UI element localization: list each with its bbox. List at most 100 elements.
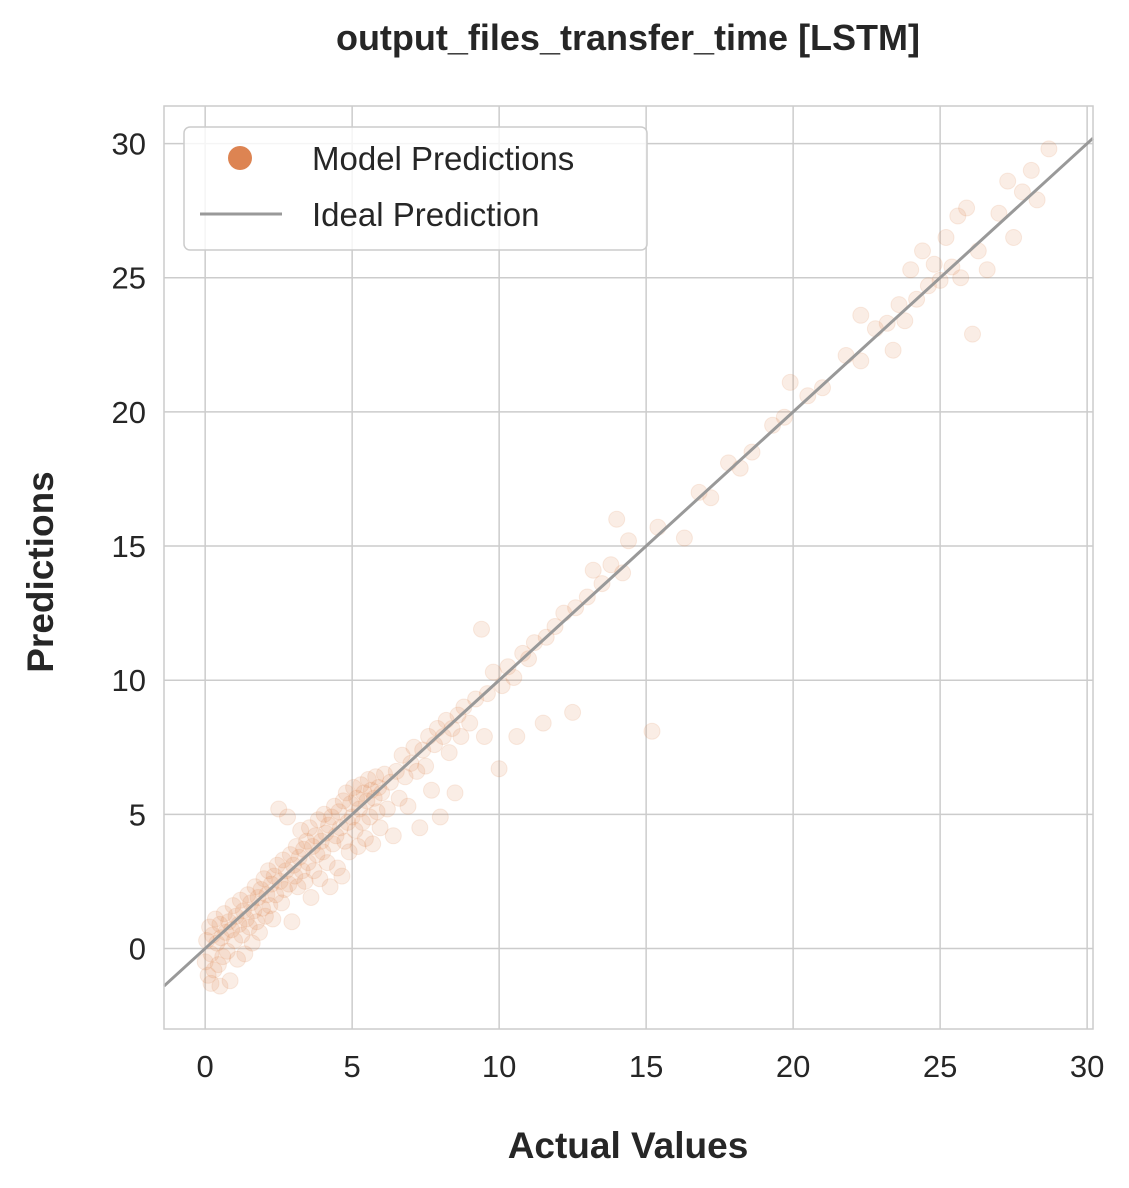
data-point — [584, 561, 602, 579]
data-point — [799, 387, 817, 405]
data-point — [211, 977, 229, 995]
data-point — [567, 599, 585, 617]
y-axis-label: Predictions — [20, 471, 61, 673]
data-point — [217, 923, 235, 941]
data-point — [320, 816, 338, 834]
data-point — [345, 779, 363, 796]
data-point — [925, 255, 943, 273]
data-point — [334, 792, 352, 810]
data-point — [349, 838, 367, 855]
data-point — [343, 808, 361, 826]
data-point — [339, 813, 357, 831]
data-point — [211, 915, 229, 933]
data-point — [837, 347, 855, 364]
data-point — [431, 808, 449, 826]
data-point — [236, 945, 254, 963]
data-point — [949, 207, 967, 225]
data-point — [224, 897, 242, 915]
y-tick-label: 30 — [112, 127, 146, 162]
data-point — [608, 510, 626, 528]
data-point — [781, 373, 799, 391]
data-point — [731, 459, 749, 477]
y-tick-label: 0 — [129, 932, 146, 967]
data-point — [323, 808, 341, 826]
data-point — [249, 889, 267, 906]
data-point — [353, 813, 371, 831]
data-point — [367, 768, 385, 786]
data-point — [919, 277, 937, 295]
data-point — [218, 942, 236, 960]
data-point — [259, 862, 277, 880]
data-point — [214, 948, 232, 966]
data-point — [262, 875, 280, 893]
data-point — [376, 765, 393, 783]
data-point — [937, 229, 955, 246]
data-point — [276, 881, 293, 898]
data-point — [408, 762, 426, 780]
data-point — [890, 296, 908, 314]
data-point — [593, 575, 611, 593]
data-point — [1028, 191, 1046, 209]
data-point — [852, 306, 870, 324]
data-point — [990, 204, 1008, 222]
data-point — [330, 803, 348, 821]
data-point — [390, 789, 408, 807]
data-point — [1013, 183, 1031, 201]
data-point — [473, 620, 490, 638]
data-point — [475, 728, 493, 745]
data-point — [292, 821, 310, 839]
data-point — [331, 819, 349, 837]
data-point — [229, 950, 246, 968]
data-point — [356, 830, 374, 847]
data-point — [355, 784, 373, 802]
x-tick-label: 5 — [344, 1049, 361, 1084]
x-tick-label: 10 — [482, 1049, 516, 1084]
data-point — [248, 913, 266, 931]
data-point — [346, 821, 364, 839]
data-point — [277, 862, 295, 880]
x-tick-label: 0 — [197, 1049, 214, 1084]
data-point — [304, 838, 321, 855]
legend-box — [183, 126, 648, 251]
data-point — [273, 894, 291, 912]
data-point — [256, 907, 274, 925]
data-point — [212, 929, 230, 947]
data-point — [365, 789, 383, 807]
data-point — [675, 529, 693, 547]
data-point — [226, 932, 244, 949]
data-point — [964, 325, 981, 343]
data-point — [978, 261, 996, 279]
data-point — [449, 706, 467, 724]
data-point — [296, 872, 314, 890]
data-point — [852, 352, 870, 370]
data-point — [387, 762, 405, 780]
ideal-line-group — [162, 137, 1095, 988]
data-point — [199, 966, 217, 984]
data-point — [309, 811, 327, 829]
scatter-points — [196, 140, 1058, 995]
x-axis-label: Actual Values — [508, 1125, 749, 1166]
legend-marker-model-predictions — [228, 146, 252, 170]
data-point — [284, 856, 302, 874]
data-point — [342, 795, 360, 813]
y-tick-label: 20 — [112, 395, 146, 430]
data-point — [364, 835, 382, 853]
data-point — [958, 199, 976, 217]
y-tick-labels: 0 5 10 15 20 25 30 — [112, 127, 146, 967]
data-point — [484, 663, 502, 681]
data-point — [452, 728, 470, 745]
data-point — [205, 961, 223, 979]
data-point — [326, 797, 343, 815]
data-point — [336, 832, 354, 850]
data-point — [378, 800, 396, 818]
data-point — [324, 835, 342, 853]
data-point — [270, 800, 288, 818]
data-point — [251, 923, 268, 941]
data-point — [359, 771, 377, 788]
y-tick-label: 10 — [112, 663, 146, 698]
data-point — [649, 518, 667, 536]
data-point — [333, 867, 351, 885]
legend-label-model-predictions: Model Predictions — [312, 140, 574, 177]
data-point — [368, 803, 386, 821]
